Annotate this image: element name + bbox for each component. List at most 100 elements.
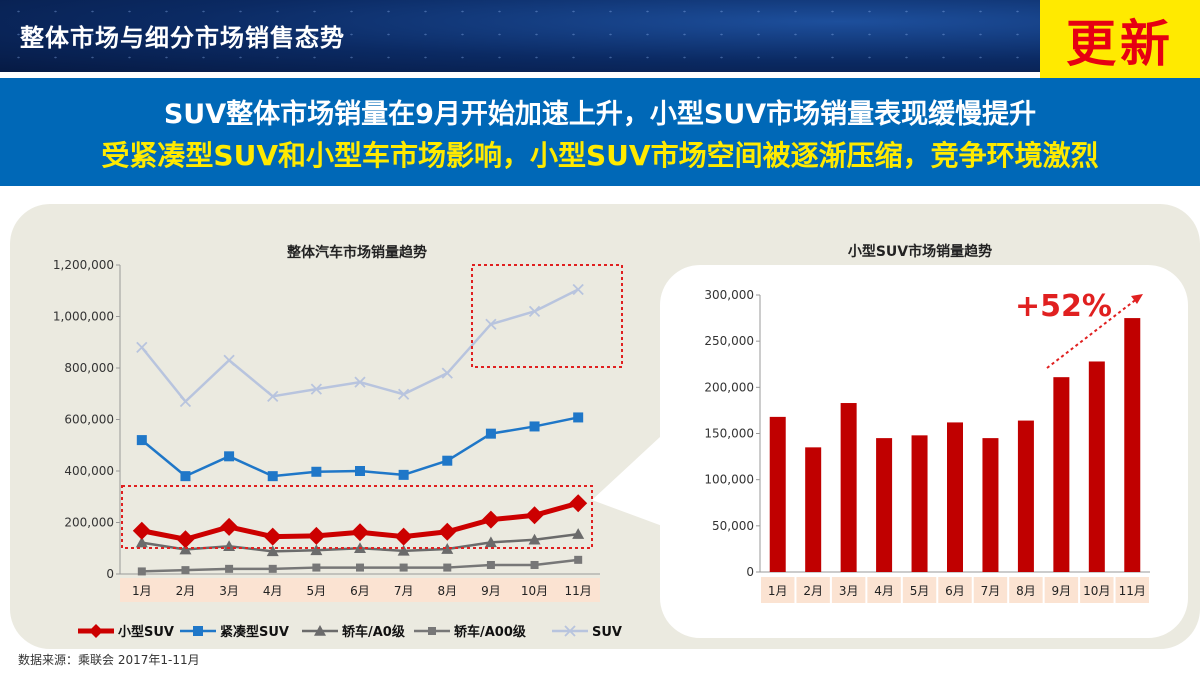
legend-swatch-marker xyxy=(564,625,576,637)
line-chart-y-tick: 400,000 xyxy=(64,464,114,478)
series-point-2 xyxy=(310,544,323,556)
series-point-4 xyxy=(572,283,584,296)
series-point-4 xyxy=(354,376,366,388)
bar xyxy=(982,438,999,572)
bar-chart-month-cell xyxy=(761,577,795,603)
bar-chart-x-tick: 7月 xyxy=(981,584,1001,598)
series-point-0 xyxy=(525,506,544,525)
growth-arrow-head xyxy=(1131,294,1143,304)
bar-chart-month-cell xyxy=(867,577,901,603)
series-point-3 xyxy=(486,560,495,569)
series-point-3 xyxy=(399,563,408,572)
bar-chart-month-cell xyxy=(1044,577,1079,603)
legend-label: 轿车/A00级 xyxy=(454,624,527,640)
line-chart-title: 整体汽车市场销量趋势 xyxy=(286,244,427,261)
series-point-2 xyxy=(528,533,541,545)
data-source: 数据来源：乘联会 2017年1-11月 xyxy=(18,653,200,667)
series-point-4 xyxy=(310,383,323,395)
bar-chart-x-tick: 8月 xyxy=(1016,584,1036,598)
update-badge: 更新 xyxy=(1040,0,1200,88)
star-texture xyxy=(0,0,1200,72)
legend-swatch-marker xyxy=(314,625,326,636)
bar-chart-y-tick: 0 xyxy=(746,565,754,579)
series-point-0 xyxy=(132,521,151,540)
legend-label: 轿车/A0级 xyxy=(342,624,406,640)
line-chart-x-tick: 7月 xyxy=(394,584,414,598)
series-point-0 xyxy=(481,510,500,529)
growth-arrow-line xyxy=(1046,297,1139,369)
series-point-0 xyxy=(438,522,457,541)
bar xyxy=(911,435,928,572)
line-chart-x-tick: 5月 xyxy=(307,584,327,598)
series-point-1 xyxy=(442,455,453,466)
series-point-0 xyxy=(307,526,326,545)
line-chart-x-tick: 11月 xyxy=(565,584,592,598)
top-bar xyxy=(0,0,1200,72)
series-point-4 xyxy=(528,305,541,317)
series-point-2 xyxy=(484,536,497,548)
headline-banner xyxy=(0,78,1200,186)
bar xyxy=(769,416,786,572)
bar-chart-x-tick: 1月 xyxy=(768,584,788,598)
bar-chart-month-cell xyxy=(902,577,937,603)
series-point-4 xyxy=(179,395,192,408)
bar-chart-x-tick: 3月 xyxy=(839,584,859,598)
bar-chart-month-cell xyxy=(1115,577,1149,603)
line-chart-x-tick: 9月 xyxy=(481,584,501,598)
bar-chart-x-tick: 5月 xyxy=(910,584,930,598)
series-point-4 xyxy=(441,367,453,379)
line-chart-x-tick: 3月 xyxy=(219,584,239,598)
series-point-3 xyxy=(356,563,364,572)
callout-pointer xyxy=(592,400,700,540)
line-chart-month-strip xyxy=(120,578,600,602)
series-point-0 xyxy=(263,527,282,546)
bar-chart-x-tick: 9月 xyxy=(1052,584,1072,598)
series-point-2 xyxy=(397,544,410,556)
bar-chart-month-cell xyxy=(938,577,972,603)
legend-label: 紧凑型SUV xyxy=(220,624,289,640)
bar xyxy=(947,422,963,572)
series-point-3 xyxy=(268,564,277,573)
bar-chart-month-cell xyxy=(1009,577,1043,603)
series-point-1 xyxy=(136,435,147,446)
series-point-0 xyxy=(394,527,413,546)
series-point-1 xyxy=(355,466,365,476)
series-point-1 xyxy=(398,469,409,480)
series-point-3 xyxy=(312,563,321,572)
bar xyxy=(840,403,857,572)
series-point-2 xyxy=(572,528,585,539)
line-chart-y-tick: 800,000 xyxy=(64,361,114,375)
series-point-4 xyxy=(485,318,497,330)
legend-swatch-marker xyxy=(89,624,103,638)
series-point-4 xyxy=(397,388,410,400)
bar-chart-month-cell xyxy=(973,577,1008,603)
series-point-4 xyxy=(223,354,235,366)
series-point-1 xyxy=(529,421,540,432)
series-point-4 xyxy=(136,341,148,354)
line-chart-y-tick: 200,000 xyxy=(64,516,114,530)
series-point-3 xyxy=(530,560,539,569)
bar xyxy=(1017,420,1034,572)
bar-chart-y-tick: 250,000 xyxy=(704,334,754,348)
series-point-1 xyxy=(180,471,191,482)
series-point-2 xyxy=(223,540,236,551)
bar-chart-x-tick: 2月 xyxy=(803,584,823,598)
bar-chart-month-cell xyxy=(796,577,830,603)
line-chart-y-tick: 1,000,000 xyxy=(53,310,114,324)
line-chart-y-tick: 600,000 xyxy=(64,413,114,427)
bar-chart-y-tick: 150,000 xyxy=(704,427,754,441)
line-chart-x-tick: 10月 xyxy=(521,584,548,598)
line-chart-x-tick: 2月 xyxy=(176,584,196,598)
series-line-4 xyxy=(140,288,579,403)
series-point-3 xyxy=(181,566,190,575)
bar-chart-x-tick: 10月 xyxy=(1083,584,1110,598)
section-title: 整体市场与细分市场销售态势 xyxy=(20,24,345,52)
bar-chart-month-cell xyxy=(1080,577,1114,603)
line-chart-x-tick: 6月 xyxy=(350,584,370,598)
bar-chart-month-cell xyxy=(831,577,866,603)
series-point-3 xyxy=(574,555,583,564)
headline-line-1: SUV整体市场销量在9月开始加速上升，小型SUV市场销量表现缓慢提升 xyxy=(163,99,1037,130)
bar-chart-y-tick: 50,000 xyxy=(712,519,754,533)
series-point-1 xyxy=(485,428,496,439)
series-point-0 xyxy=(569,494,588,513)
